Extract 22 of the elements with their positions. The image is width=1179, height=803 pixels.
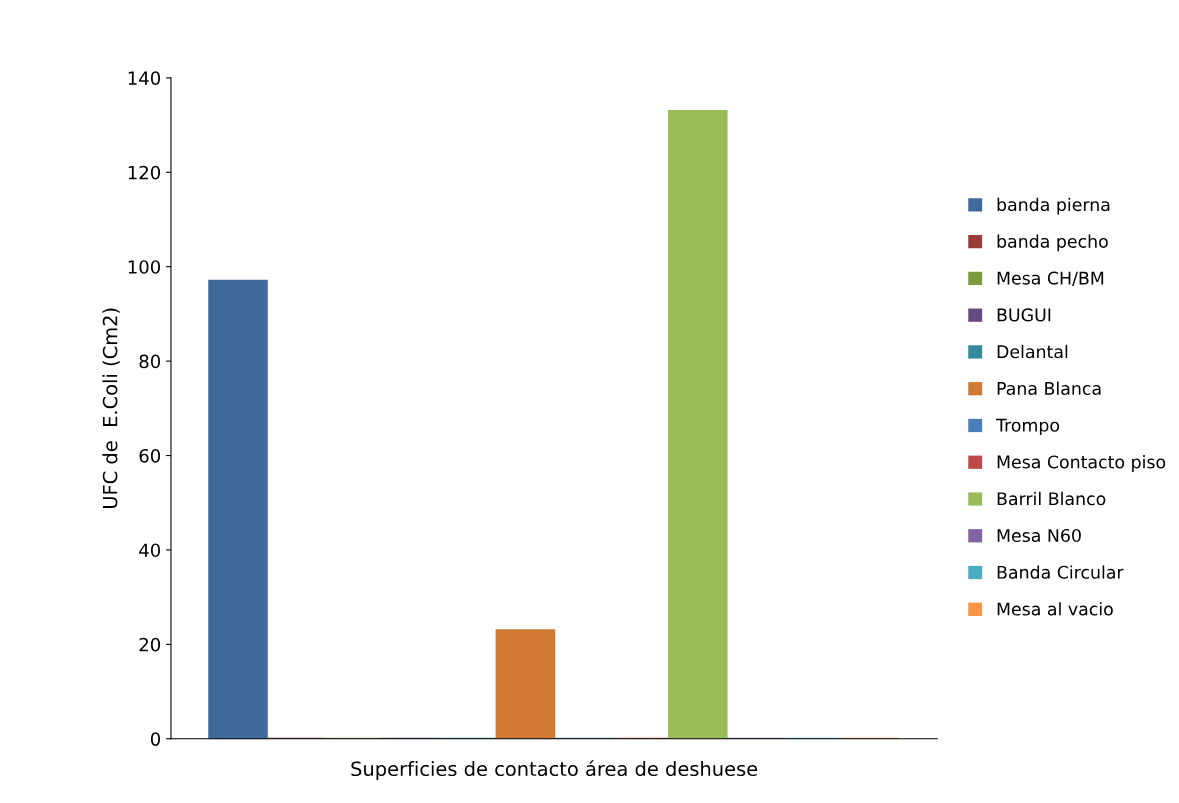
legend-label: Trompo bbox=[995, 418, 1060, 436]
legend-label: BUGUI bbox=[997, 308, 1051, 322]
y-tick-label: 80 bbox=[139, 354, 161, 369]
legend-label: Mesa al vacio bbox=[997, 602, 1113, 616]
y-axis-title: UFC de E.Coli (Cm2) bbox=[102, 308, 120, 509]
y-tick-label: 40 bbox=[139, 543, 161, 558]
legend-label: Delantal bbox=[997, 344, 1068, 359]
y-tick-label: 120 bbox=[128, 165, 161, 180]
y-tick-label: 0 bbox=[150, 732, 161, 746]
y-tick-label: 60 bbox=[139, 448, 161, 463]
legend-label: banda pecho bbox=[997, 234, 1108, 252]
legend-label: Pana Blanca bbox=[997, 381, 1101, 395]
legend-label: Mesa Contacto piso bbox=[997, 455, 1166, 472]
legend-label: Mesa N60 bbox=[997, 528, 1081, 543]
y-tick-label: 100 bbox=[128, 260, 161, 274]
legend-label: Mesa CH/BM bbox=[997, 271, 1104, 287]
legend-label: banda pierna bbox=[997, 197, 1110, 215]
x-axis-title: Superficies de contacto área de deshuese bbox=[351, 760, 758, 780]
legend-label: Barril Blanco bbox=[997, 491, 1106, 506]
y-tick-label: 20 bbox=[139, 637, 161, 652]
legend-label: Banda Circular bbox=[997, 565, 1124, 579]
y-tick-label: 140 bbox=[128, 71, 161, 86]
